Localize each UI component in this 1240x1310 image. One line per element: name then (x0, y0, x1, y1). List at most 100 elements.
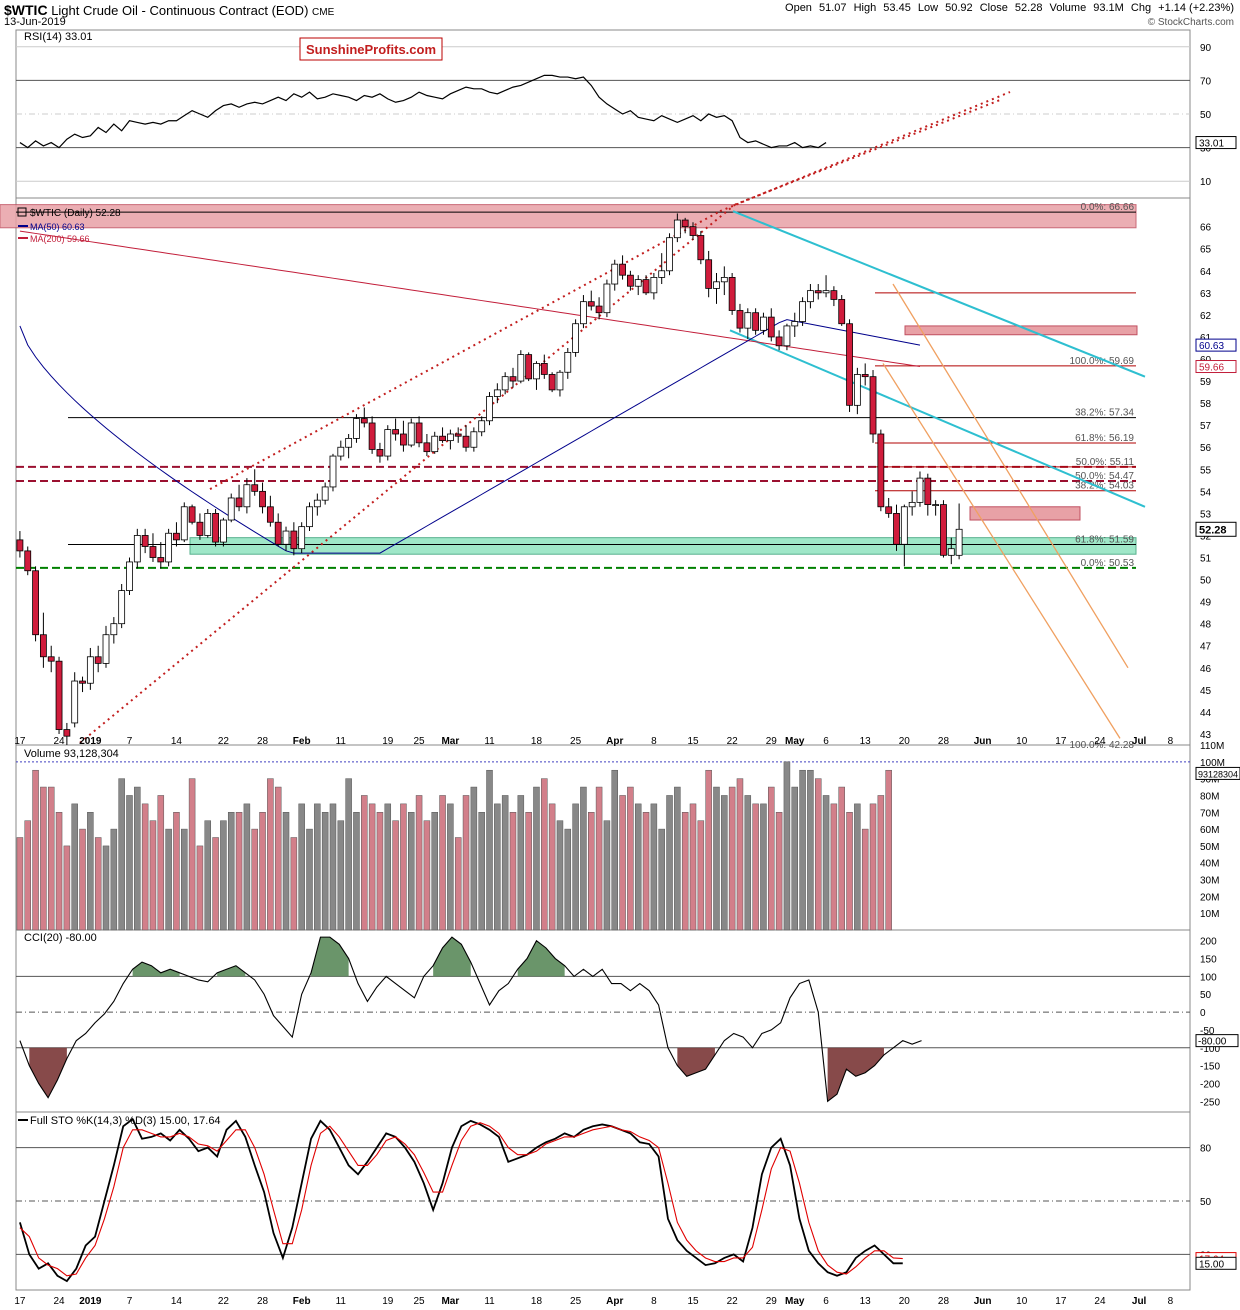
volume-bar (650, 803, 658, 931)
candle-body (908, 501, 916, 508)
cci-last-value: -80.00 (1198, 1037, 1227, 1048)
cci-overbought-fill (517, 940, 565, 977)
price-tick-label: 58 (1200, 399, 1212, 410)
volume-bar (775, 812, 783, 931)
x-tick-label-bottom: 24 (1094, 1296, 1106, 1307)
volume-bar (87, 812, 94, 931)
volume-bar (885, 769, 892, 931)
volume-bar (134, 786, 141, 931)
candle-body (368, 422, 376, 450)
price-tick-label: 66 (1200, 223, 1212, 234)
candle-body (360, 418, 368, 424)
x-tick-label: 18 (531, 736, 543, 747)
candle-body (744, 312, 752, 329)
x-tick-label-bottom: 6 (823, 1296, 829, 1307)
volume-bar (24, 820, 31, 931)
candle-body (86, 656, 94, 684)
candle-body (525, 354, 533, 380)
chg-label: Chg (1130, 2, 1152, 14)
watermark-box (299, 37, 443, 61)
price-tick-label: 63 (1200, 289, 1212, 300)
volume-bar (368, 803, 376, 931)
fib-label: 61.8%: 56.19 (1075, 433, 1134, 444)
rsi-title: RSI(14) 33.01 (24, 31, 92, 43)
volume-label: Volume (1049, 2, 1087, 14)
volume-bar (306, 828, 313, 931)
ma50-legend-label: MA(50) 60.63 (30, 222, 85, 232)
candle-body (376, 449, 384, 457)
declining-channel-lower (729, 329, 1146, 508)
fib-label: 100.0%: 59.69 (1070, 356, 1135, 367)
volume-bar (251, 828, 258, 931)
candle-body (392, 429, 399, 435)
volume-bar (376, 812, 384, 931)
price-tick-label: 61 (1200, 333, 1212, 344)
candle-body (689, 226, 697, 236)
candle-body (493, 389, 501, 397)
sto-k-line (19, 1117, 903, 1283)
candle-body (173, 532, 180, 541)
candle-body (838, 299, 846, 325)
volume-last-value: 93128304 (1198, 769, 1238, 779)
candle-body (626, 274, 634, 287)
candle-body (321, 486, 329, 501)
chart-header: $WTIC Light Crude Oil - Continuous Contr… (0, 0, 1240, 30)
cci-last-box (1195, 1034, 1239, 1048)
cci-tick-label: 100 (1200, 972, 1217, 983)
candle-body (454, 433, 462, 437)
x-tick-label: 2019 (79, 736, 102, 747)
volume-bar (407, 812, 415, 931)
volume-bar (71, 803, 78, 931)
candle-body (282, 530, 290, 545)
open-value: 51.07 (819, 2, 847, 14)
x-tick-label: 11 (336, 736, 347, 747)
fib-label: 38.2%: 54.03 (1075, 481, 1134, 492)
candle-body (869, 376, 877, 435)
x-tick-label-bottom: 11 (336, 1296, 347, 1307)
volume-bar (681, 812, 689, 931)
candle-body (400, 433, 407, 446)
candle-body (642, 279, 650, 294)
candle-body (16, 539, 24, 552)
volume-bar (353, 812, 360, 931)
volume-bar (16, 837, 24, 931)
ohlc-summary: Open 51.07 High 53.45 Low 50.92 Close 52… (781, 2, 1234, 14)
panel-frame-cci (15, 929, 1191, 1113)
x-tick-label-bottom: 17 (14, 1296, 26, 1307)
volume-bar (40, 786, 47, 931)
x-tick-label-bottom: 25 (414, 1296, 426, 1307)
x-tick-label: 22 (218, 736, 230, 747)
panel-frame-price (15, 197, 1191, 746)
volume-bar (63, 845, 71, 931)
volume-bar (361, 795, 368, 931)
volume-bar (697, 820, 705, 931)
x-tick-label: May (785, 736, 805, 747)
x-tick-label: 25 (570, 736, 582, 747)
candle-body (580, 301, 587, 325)
volume-title: Volume 93,128,304 (24, 748, 119, 760)
volume-bar (345, 778, 352, 931)
cci-oversold-fill (827, 1047, 884, 1102)
candle-body (118, 590, 126, 625)
x-tick-label-bottom: Feb (293, 1296, 311, 1307)
candle-body (180, 506, 188, 541)
volume-bar (705, 769, 712, 931)
price-tick-label: 46 (1200, 664, 1212, 675)
candle-body (556, 371, 564, 391)
volume-bar (768, 786, 775, 931)
price-tick-label: 47 (1200, 642, 1212, 653)
dotted-trendline-upper-extension (719, 91, 1011, 213)
candle-body (126, 561, 133, 592)
volume-bar (501, 795, 509, 931)
volume-bar (141, 803, 149, 931)
price-tick-label: 56 (1200, 443, 1212, 454)
x-tick-label: 20 (899, 736, 911, 747)
fib-label: 0.0%: 50.53 (1081, 558, 1135, 569)
volume-bar (736, 778, 744, 931)
volume-bar (196, 845, 204, 931)
candle-body (102, 634, 110, 664)
candle-body (846, 323, 853, 406)
cci-tick-label: -50 (1200, 1026, 1215, 1037)
volume-bar (494, 803, 501, 931)
open-label: Open (785, 2, 812, 14)
